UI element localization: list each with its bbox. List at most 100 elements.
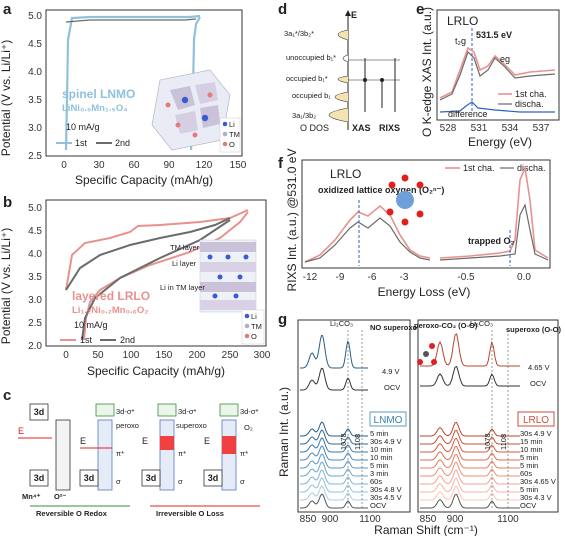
a-ytick-1: 3.0 xyxy=(28,123,42,134)
g-right-row-labels: 30s 4.9 V 15 min 10 min 5 min 5 min 60s … xyxy=(520,429,556,510)
d-xlabel-xas: XAS xyxy=(352,123,371,133)
a-xtick-1: 30 xyxy=(93,160,105,171)
g-right-xtick-0: 850 xyxy=(420,514,437,525)
a-ytick-5: 5.0 xyxy=(28,11,42,22)
g-left-xtick-2: 1100 xyxy=(359,514,381,525)
d-level-4: occupied b₁ xyxy=(292,91,331,100)
g-right-spectrum-1 xyxy=(420,429,520,445)
g-right-xtick-2: 1100 xyxy=(497,514,519,525)
e-xtick-1: 531 xyxy=(471,123,488,134)
g-left-row-labels: 5 min 30s 4.9 V 10 min 10 min 5 min 3 mi… xyxy=(370,429,402,510)
g-left-xtick-1: 900 xyxy=(322,514,339,525)
g-left-frame xyxy=(297,319,411,513)
c-ef-2: E xyxy=(80,436,86,446)
g-right-spectra xyxy=(420,333,520,509)
a-ytick-0: 2.5 xyxy=(28,151,42,162)
g-right-xtick-1: 900 xyxy=(447,514,464,525)
g-left-spectrum-ocv-top xyxy=(300,367,368,391)
g-left-spectrum-5 xyxy=(300,461,368,477)
b-ytick-4: 4.0 xyxy=(28,249,42,260)
panel-g-label: g xyxy=(278,311,287,328)
a-legend-1st: 1st xyxy=(75,138,88,148)
b-ytick-1: 2.5 xyxy=(28,318,42,329)
g-left-li2co3: Li₂CO₃ xyxy=(330,319,353,328)
g-left-row-4: 5 min xyxy=(370,461,388,470)
c-mn: Mn⁴⁺ xyxy=(22,492,41,501)
panel-a-xticks: 0 30 60 90 120 150 xyxy=(61,160,247,171)
panel-g: g Raman Int. (a.u.) Li₂CO₃ NO superoxo L… xyxy=(277,311,562,536)
g-left-spectrum-4 xyxy=(300,453,368,469)
e-peak-energy: 531.5 eV xyxy=(476,30,512,40)
panel-b-ylabel: Potential (V vs. Li/Li⁺) xyxy=(0,228,13,344)
a-xtick-3: 90 xyxy=(163,160,175,171)
panel-a-ylabel: Potential (V vs. Li/Li⁺) xyxy=(0,40,13,156)
f-xtick-0: -12 xyxy=(303,272,318,283)
g-left-1078: 1078 xyxy=(339,433,348,450)
g-right-spectrum-3 xyxy=(420,445,520,461)
panel-b: b Potential (V vs. Li/Li⁺) 2.0 2.5 3.0 3… xyxy=(0,194,271,378)
e-t2g: t₂g xyxy=(455,36,466,46)
e-xtick-0: 528 xyxy=(440,123,457,134)
a-ytick-3: 4.0 xyxy=(28,67,42,78)
f-discha-loss xyxy=(304,217,431,263)
a-1st-charge-curve xyxy=(64,14,201,151)
f-title: LRLO xyxy=(330,167,361,181)
f-legend-dis: discha. xyxy=(517,163,546,173)
f-xtick-1: -9 xyxy=(336,272,345,283)
f-oxidized-oxygen: oxidized lattice oxygen (O₂ⁿ⁻) xyxy=(318,185,444,195)
d-level-2: unoccupied b₁* xyxy=(286,53,336,62)
a-ytick-4: 4.5 xyxy=(28,39,42,50)
g-right-molecule xyxy=(417,343,437,365)
g-right-row-6: 30s 4.65 V xyxy=(520,477,556,486)
g-left-row-0: 5 min xyxy=(370,429,388,438)
g-left-spectrum-9 xyxy=(300,493,368,509)
f-xtick-5: 0.0 xyxy=(517,272,531,283)
e-1st-cha xyxy=(439,46,556,99)
b-legend-li: Li xyxy=(251,312,257,321)
c-pi-2: π* xyxy=(178,449,186,458)
panel-e: e O K-edge XAS Int. (a.u.) LRLO t₂g 531.… xyxy=(416,1,560,149)
panel-g-ylabel: Raman Int. (a.u.) xyxy=(277,387,291,477)
c-box-3d-1: 3d xyxy=(34,407,45,417)
b-xtick-5: 250 xyxy=(222,350,239,361)
c-superoxo: superoxo xyxy=(176,421,207,430)
b-xtick-4: 200 xyxy=(189,350,206,361)
c-peroxo: peroxo xyxy=(116,421,139,430)
b-xtick-1: 50 xyxy=(92,350,104,361)
a-formula: LiNi₀.₅Mn₁.₅O₄ xyxy=(62,103,128,114)
g-right-peroxo: peroxo-CO₂ (O-O) xyxy=(414,321,478,330)
g-left-no-superoxo: NO superoxo xyxy=(370,323,418,332)
a-xtick-0: 0 xyxy=(61,160,67,171)
c-ef-4: E xyxy=(204,436,210,446)
g-left-row-6: 60s xyxy=(370,477,382,486)
c-sigma-2: σ xyxy=(178,477,183,486)
b-ytick-6: 5.0 xyxy=(28,203,42,214)
g-right-1108: 1108 xyxy=(499,434,508,450)
a-crystal-structure xyxy=(151,69,231,151)
panel-f-frame xyxy=(301,159,551,269)
g-left-row-1: 30s 4.9 V xyxy=(370,437,402,446)
g-right-spectrum-6 xyxy=(420,469,520,485)
g-right-spectrum-ocv-top xyxy=(420,365,520,387)
panel-a: a Potential (V vs. Li/Li⁺) 2.5 3.0 3.5 4… xyxy=(0,1,247,187)
g-right-row-2: 10 min xyxy=(520,445,543,454)
g-right-spectrum-0 xyxy=(420,421,520,437)
b-2nd-charge xyxy=(65,217,231,291)
panel-f-label: f xyxy=(278,155,284,172)
c-pi-1: π* xyxy=(116,449,124,458)
g-right-top-465: 4.65 V xyxy=(528,363,550,372)
b-ytick-2: 3.0 xyxy=(28,295,42,306)
panel-a-xlabel: Specific Capacity (mAh/g) xyxy=(75,173,213,187)
b-rate: 10 mA/g xyxy=(74,320,108,330)
f-xtick-3: -3 xyxy=(400,272,409,283)
g-right-material: LRLO xyxy=(523,415,549,426)
panel-f-xlabel: Energy Loss (eV) xyxy=(378,285,471,299)
c-ef-1: E xyxy=(18,426,24,436)
panel-e-xlabel: Energy (eV) xyxy=(468,135,532,149)
a-material-name: spinel LNMO xyxy=(62,87,135,101)
f-cluster-graphic xyxy=(386,174,424,226)
panel-a-frame xyxy=(45,9,243,157)
panel-e-frame xyxy=(436,9,560,121)
d-level-1: 3a₁*/3b₂* xyxy=(284,29,314,38)
panel-c: c 3d 3d E Mn⁴⁺ O²⁻ 3d 3d-σ* peroxo E π* … xyxy=(3,387,260,518)
